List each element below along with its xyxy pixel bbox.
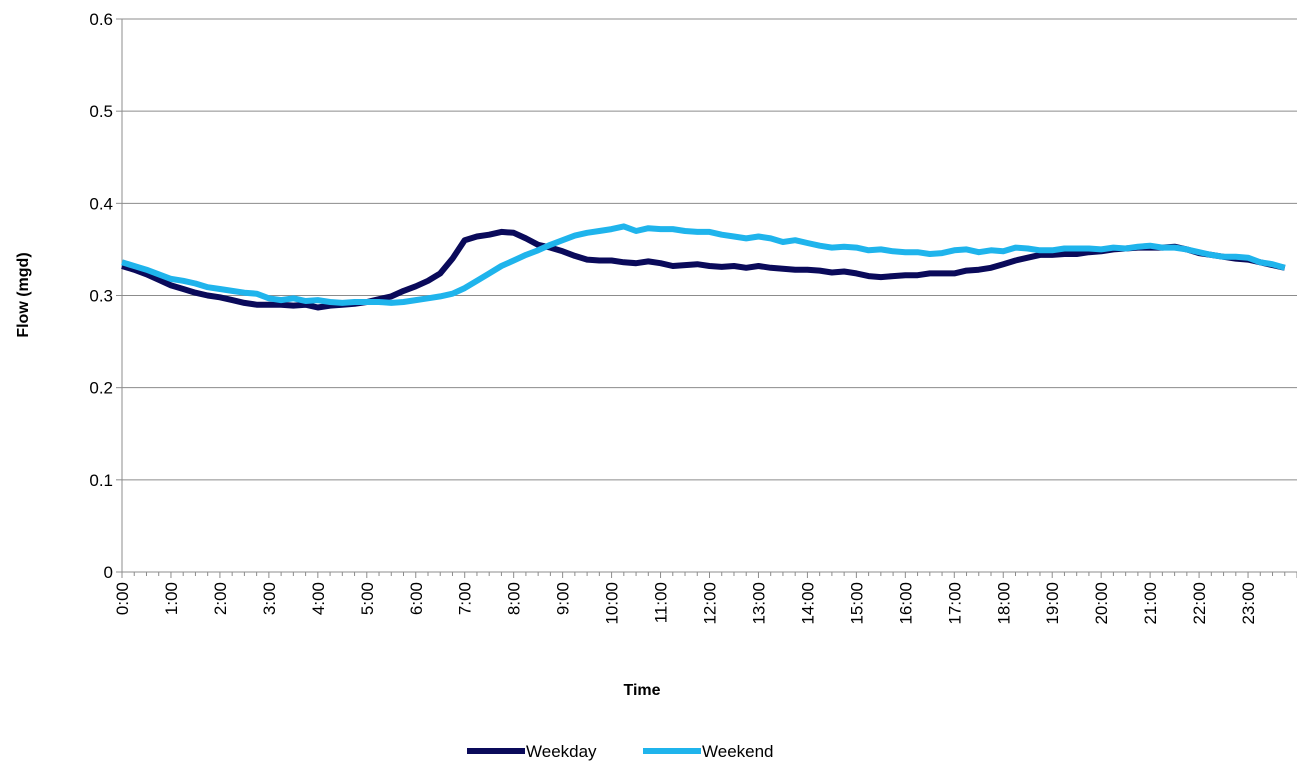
x-tick-label: 19:00 <box>1043 582 1062 625</box>
y-tick-label: 0.1 <box>89 471 113 490</box>
x-tick-label: 7:00 <box>456 582 475 615</box>
series-line-weekend <box>121 223 1286 306</box>
x-tick-label: 8:00 <box>505 582 524 615</box>
x-tick-label: 15:00 <box>847 582 866 625</box>
y-tick-label: 0.3 <box>89 287 113 306</box>
x-axis-title: Time <box>623 682 660 699</box>
x-tick-label: 1:00 <box>162 582 181 615</box>
x-tick-label: 22:00 <box>1190 582 1209 625</box>
y-tick-label: 0.4 <box>89 194 113 213</box>
x-tick-label: 17:00 <box>945 582 964 625</box>
y-axis-title: Flow (mgd) <box>15 252 32 337</box>
x-tick-label: 9:00 <box>554 582 573 615</box>
x-tick-label: 6:00 <box>407 582 426 615</box>
legend-label-weekday: Weekday <box>526 742 597 761</box>
legend: Weekday Weekend <box>467 742 774 761</box>
x-tick-label: 11:00 <box>652 582 671 623</box>
y-axis-tick-labels: 0 0.1 0.2 0.3 0.4 0.5 0.6 <box>89 10 122 582</box>
y-tick-label: 0 <box>104 563 113 582</box>
x-tick-label: 13:00 <box>749 582 768 625</box>
series-lines <box>121 223 1286 311</box>
x-tick-label: 18:00 <box>994 582 1013 625</box>
series-line-weekday <box>121 228 1286 311</box>
legend-label-weekend: Weekend <box>702 742 774 761</box>
x-tick-label: 10:00 <box>603 582 622 625</box>
x-tick-label: 2:00 <box>211 582 230 615</box>
horizontal-gridlines <box>122 18 1297 481</box>
x-tick-label: 0:00 <box>113 582 132 615</box>
x-axis-tick-labels: 0:00 1:00 2:00 3:00 4:00 5:00 6:00 7:00 8:00 9:00… <box>113 572 1297 625</box>
x-tick-label: 21:00 <box>1141 582 1160 625</box>
x-tick-label: 12:00 <box>701 582 720 625</box>
x-tick-label: 14:00 <box>798 582 817 625</box>
x-tick-label: 5:00 <box>358 582 377 615</box>
x-tick-label: 16:00 <box>896 582 915 625</box>
x-tick-label: 23:00 <box>1239 582 1258 625</box>
y-tick-label: 0.6 <box>89 10 113 29</box>
x-tick-label: 4:00 <box>309 582 328 615</box>
y-tick-label: 0.2 <box>89 379 113 398</box>
x-tick-label: 20:00 <box>1092 582 1111 625</box>
x-tick-label: 3:00 <box>260 582 279 615</box>
y-tick-label: 0.5 <box>89 102 113 121</box>
